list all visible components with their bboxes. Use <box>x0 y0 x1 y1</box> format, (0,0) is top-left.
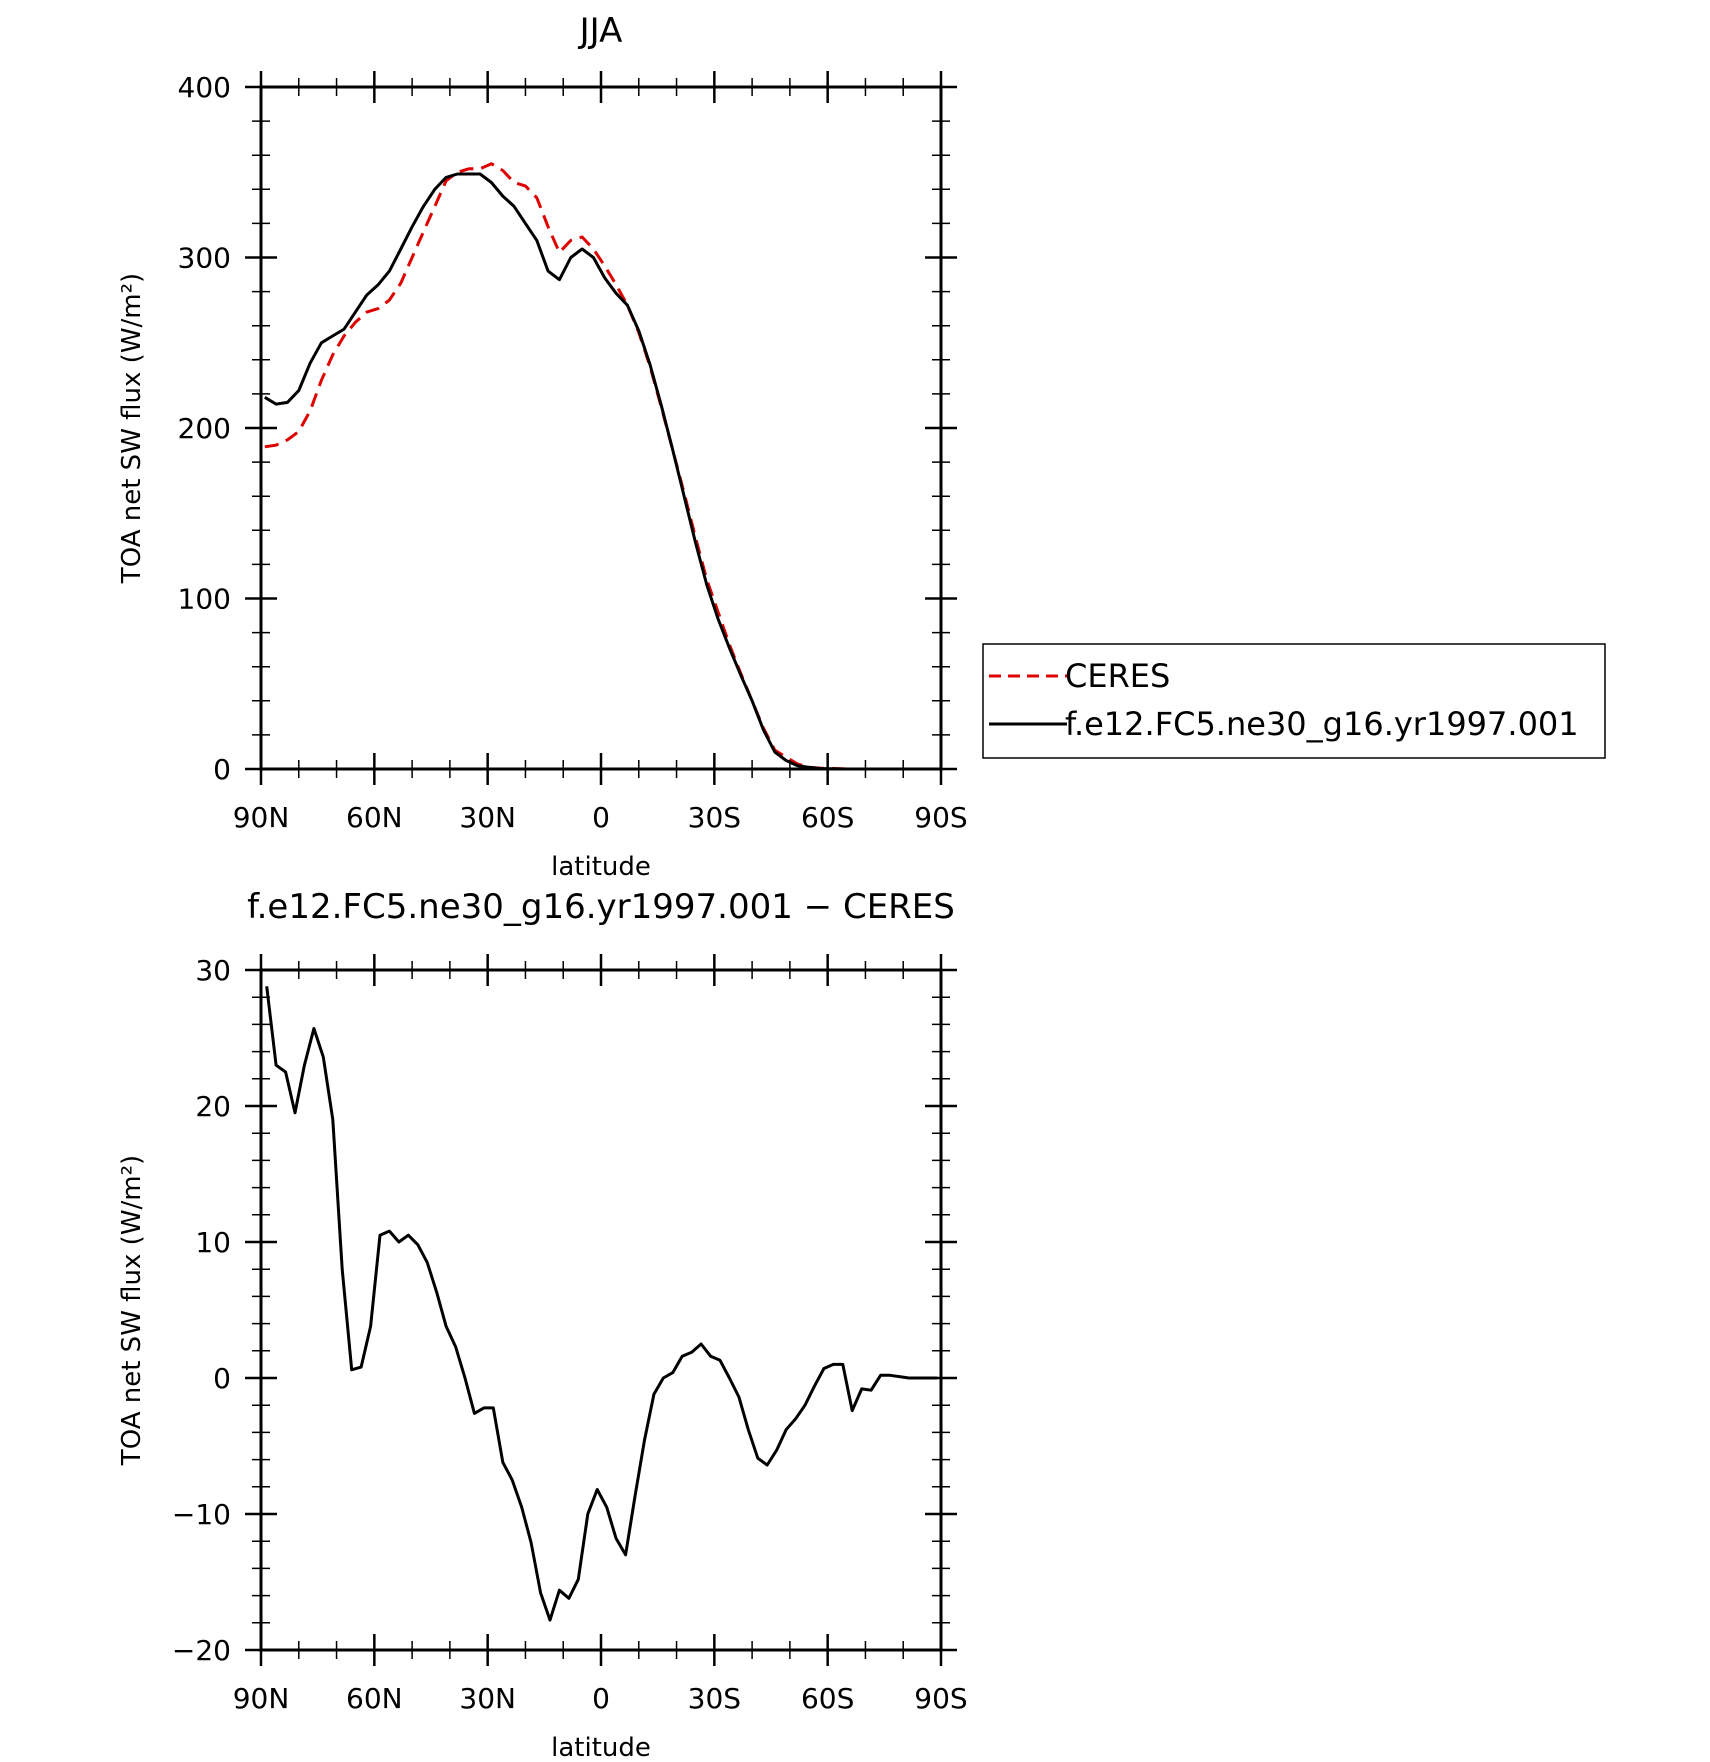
top-plot-frame <box>259 85 943 771</box>
top-x-axis-label: latitude <box>551 852 651 882</box>
bottom-x-tick-label: 0 <box>592 1682 610 1715</box>
bottom-x-tick-label: 90S <box>914 1682 967 1715</box>
bottom-y-tick-label: −20 <box>172 1634 231 1667</box>
top-series-line-ceres <box>264 162 938 771</box>
bottom-chart-panel: f.e12.FC5.ne30_g16.yr1997.001 − CERES 90… <box>117 887 968 1762</box>
top-series-group <box>264 162 938 771</box>
top-chart-title: JJA <box>578 11 623 51</box>
bottom-series-line-0 <box>265 986 938 1622</box>
bottom-y-tick-label: 0 <box>213 1362 231 1395</box>
top-y-tick-label: 0 <box>213 753 231 786</box>
top-ticks-group: 90N 60N 30N 0 30S 60S 90S 0 100 200 300 400 <box>178 71 968 834</box>
bottom-plot-frame <box>259 968 943 1652</box>
top-y-tick-label: 300 <box>178 242 231 275</box>
bottom-x-tick-label: 30N <box>459 1682 516 1715</box>
bottom-ticks-group: 90N 60N 30N 0 30S 60S 90S −20 −10 0 10 20 30 <box>172 954 968 1715</box>
top-x-tick-label: 60S <box>801 801 854 834</box>
bottom-y-tick-label: −10 <box>172 1498 231 1531</box>
top-x-tick-label: 30N <box>459 801 516 834</box>
top-series-line-f-e12-fc5-ne30-g16-yr1997-001 <box>264 172 938 771</box>
bottom-x-tick-label: 30S <box>688 1682 741 1715</box>
top-y-tick-label: 400 <box>178 71 231 104</box>
bottom-chart-title: f.e12.FC5.ne30_g16.yr1997.001 − CERES <box>247 887 955 927</box>
legend-model-label: f.e12.FC5.ne30_g16.yr1997.001 <box>1065 705 1579 743</box>
bottom-y-tick-label: 10 <box>195 1226 231 1259</box>
top-x-tick-label: 30S <box>688 801 741 834</box>
top-y-axis-label: TOA net SW flux (W/m²) <box>117 273 147 584</box>
legend-ceres-label: CERES <box>1065 657 1170 695</box>
bottom-x-tick-label: 90N <box>233 1682 290 1715</box>
top-y-tick-label: 100 <box>178 583 231 616</box>
top-x-tick-label: 60N <box>346 801 403 834</box>
top-x-tick-label: 0 <box>592 801 610 834</box>
bottom-x-tick-label: 60S <box>801 1682 854 1715</box>
top-x-tick-label: 90N <box>233 801 290 834</box>
top-y-tick-label: 200 <box>178 412 231 445</box>
bottom-y-tick-label: 20 <box>195 1090 231 1123</box>
legend: CERES f.e12.FC5.ne30_g16.yr1997.001 <box>982 643 1606 759</box>
legend-box <box>982 643 1606 759</box>
bottom-x-axis-label: latitude <box>551 1733 651 1762</box>
bottom-y-tick-label: 30 <box>195 954 231 987</box>
bottom-x-tick-label: 60N <box>346 1682 403 1715</box>
bottom-y-axis-label: TOA net SW flux (W/m²) <box>117 1155 147 1466</box>
top-chart-panel: JJA 90N 60N 30N 0 30S 60S 90S 0 100 200 300 400 lat… <box>117 11 968 882</box>
top-x-tick-label: 90S <box>914 801 967 834</box>
bottom-series-group <box>265 986 938 1622</box>
